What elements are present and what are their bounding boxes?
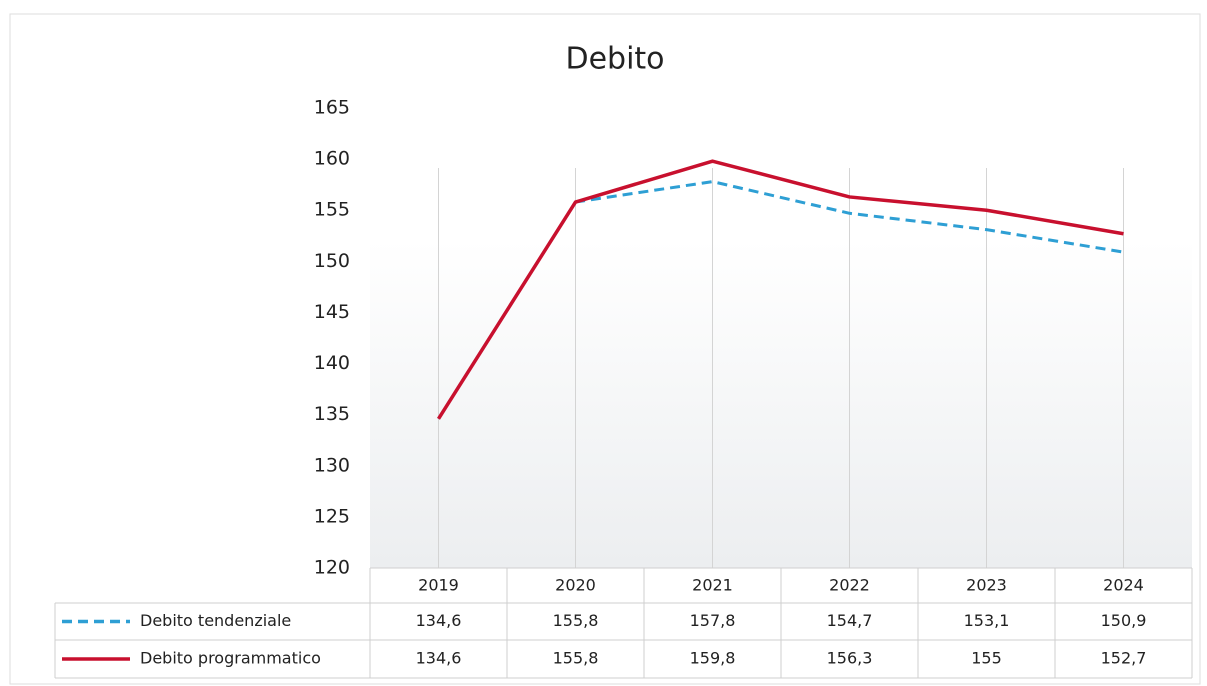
table-value: 150,9 <box>1101 611 1147 630</box>
table-value: 156,3 <box>827 649 873 668</box>
table-value: 155,8 <box>553 611 599 630</box>
y-tick-label: 125 <box>314 505 350 527</box>
y-tick-label: 135 <box>314 403 350 425</box>
chart-title: Debito <box>565 42 664 77</box>
legend-label: Debito programmatico <box>140 649 321 668</box>
legend-label: Debito tendenziale <box>140 611 291 630</box>
table-value: 134,6 <box>416 611 462 630</box>
y-tick-label: 120 <box>314 557 350 579</box>
table-value: 159,8 <box>690 649 736 668</box>
x-tick-label: 2020 <box>555 576 596 595</box>
plot-background <box>370 240 1192 568</box>
y-tick-label: 145 <box>314 301 350 323</box>
table-value: 134,6 <box>416 649 462 668</box>
y-tick-label: 140 <box>314 352 350 374</box>
x-tick-label: 2024 <box>1103 576 1144 595</box>
frame <box>9 13 1201 685</box>
y-tick-label: 130 <box>314 454 350 476</box>
y-tick-label: 150 <box>314 250 350 272</box>
table-value: 153,1 <box>964 611 1010 630</box>
x-tick-label: 2022 <box>829 576 870 595</box>
x-tick-label: 2021 <box>692 576 733 595</box>
y-tick-label: 165 <box>314 97 350 119</box>
table-value: 152,7 <box>1101 649 1147 668</box>
y-tick-label: 160 <box>314 148 350 170</box>
x-tick-label: 2023 <box>966 576 1007 595</box>
table-value: 155,8 <box>553 649 599 668</box>
table-value: 154,7 <box>827 611 873 630</box>
x-tick-label: 2019 <box>418 576 459 595</box>
series-line <box>437 159 1124 420</box>
table-value: 155 <box>971 649 1002 668</box>
y-tick-label: 155 <box>314 199 350 221</box>
table-value: 157,8 <box>690 611 736 630</box>
